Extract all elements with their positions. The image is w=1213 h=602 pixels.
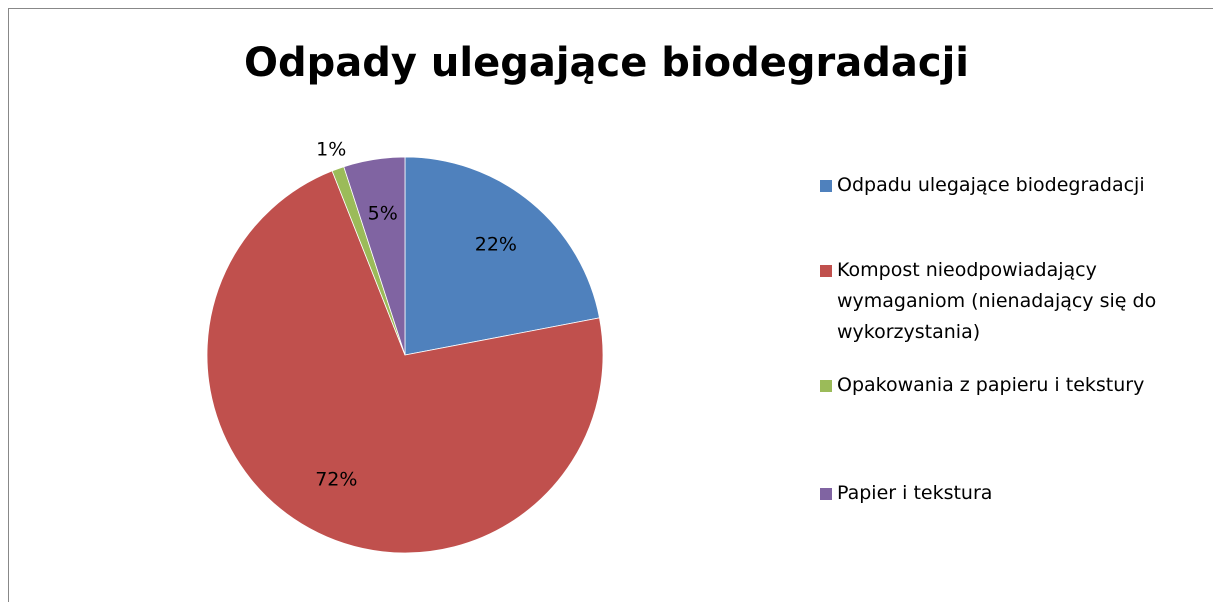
data-label: 1% <box>316 139 346 161</box>
legend-entry: Odpadu ulegające biodegradacji <box>820 170 1187 201</box>
data-label: 72% <box>315 468 357 490</box>
legend-label: Odpadu ulegające biodegradacji <box>837 174 1145 196</box>
pie-slice <box>206 170 604 554</box>
pie-slice <box>404 156 600 356</box>
chart-border <box>8 8 1213 602</box>
legend-label: Papier i tekstura <box>837 482 993 504</box>
pie-slice <box>343 156 406 356</box>
legend-swatch <box>820 380 832 392</box>
legend-entry: Opakowania z papieru i tekstury <box>820 370 1187 401</box>
legend-swatch <box>820 180 832 192</box>
data-label: 5% <box>368 203 398 225</box>
data-label: 22% <box>475 234 517 256</box>
chart-title: Odpady ulegające biodegradacji <box>244 40 969 86</box>
legend-entry: Papier i tekstura <box>820 478 1187 509</box>
legend-entry: Kompost nieodpowiadający wymaganiom (nie… <box>820 255 1187 348</box>
legend-swatch <box>820 488 832 500</box>
legend-label: Kompost nieodpowiadający wymaganiom (nie… <box>837 259 1157 343</box>
legend-label: Opakowania z papieru i tekstury <box>837 374 1145 396</box>
pie: 22% 72% 1% 5% <box>206 139 604 554</box>
legend-swatch <box>820 265 832 277</box>
